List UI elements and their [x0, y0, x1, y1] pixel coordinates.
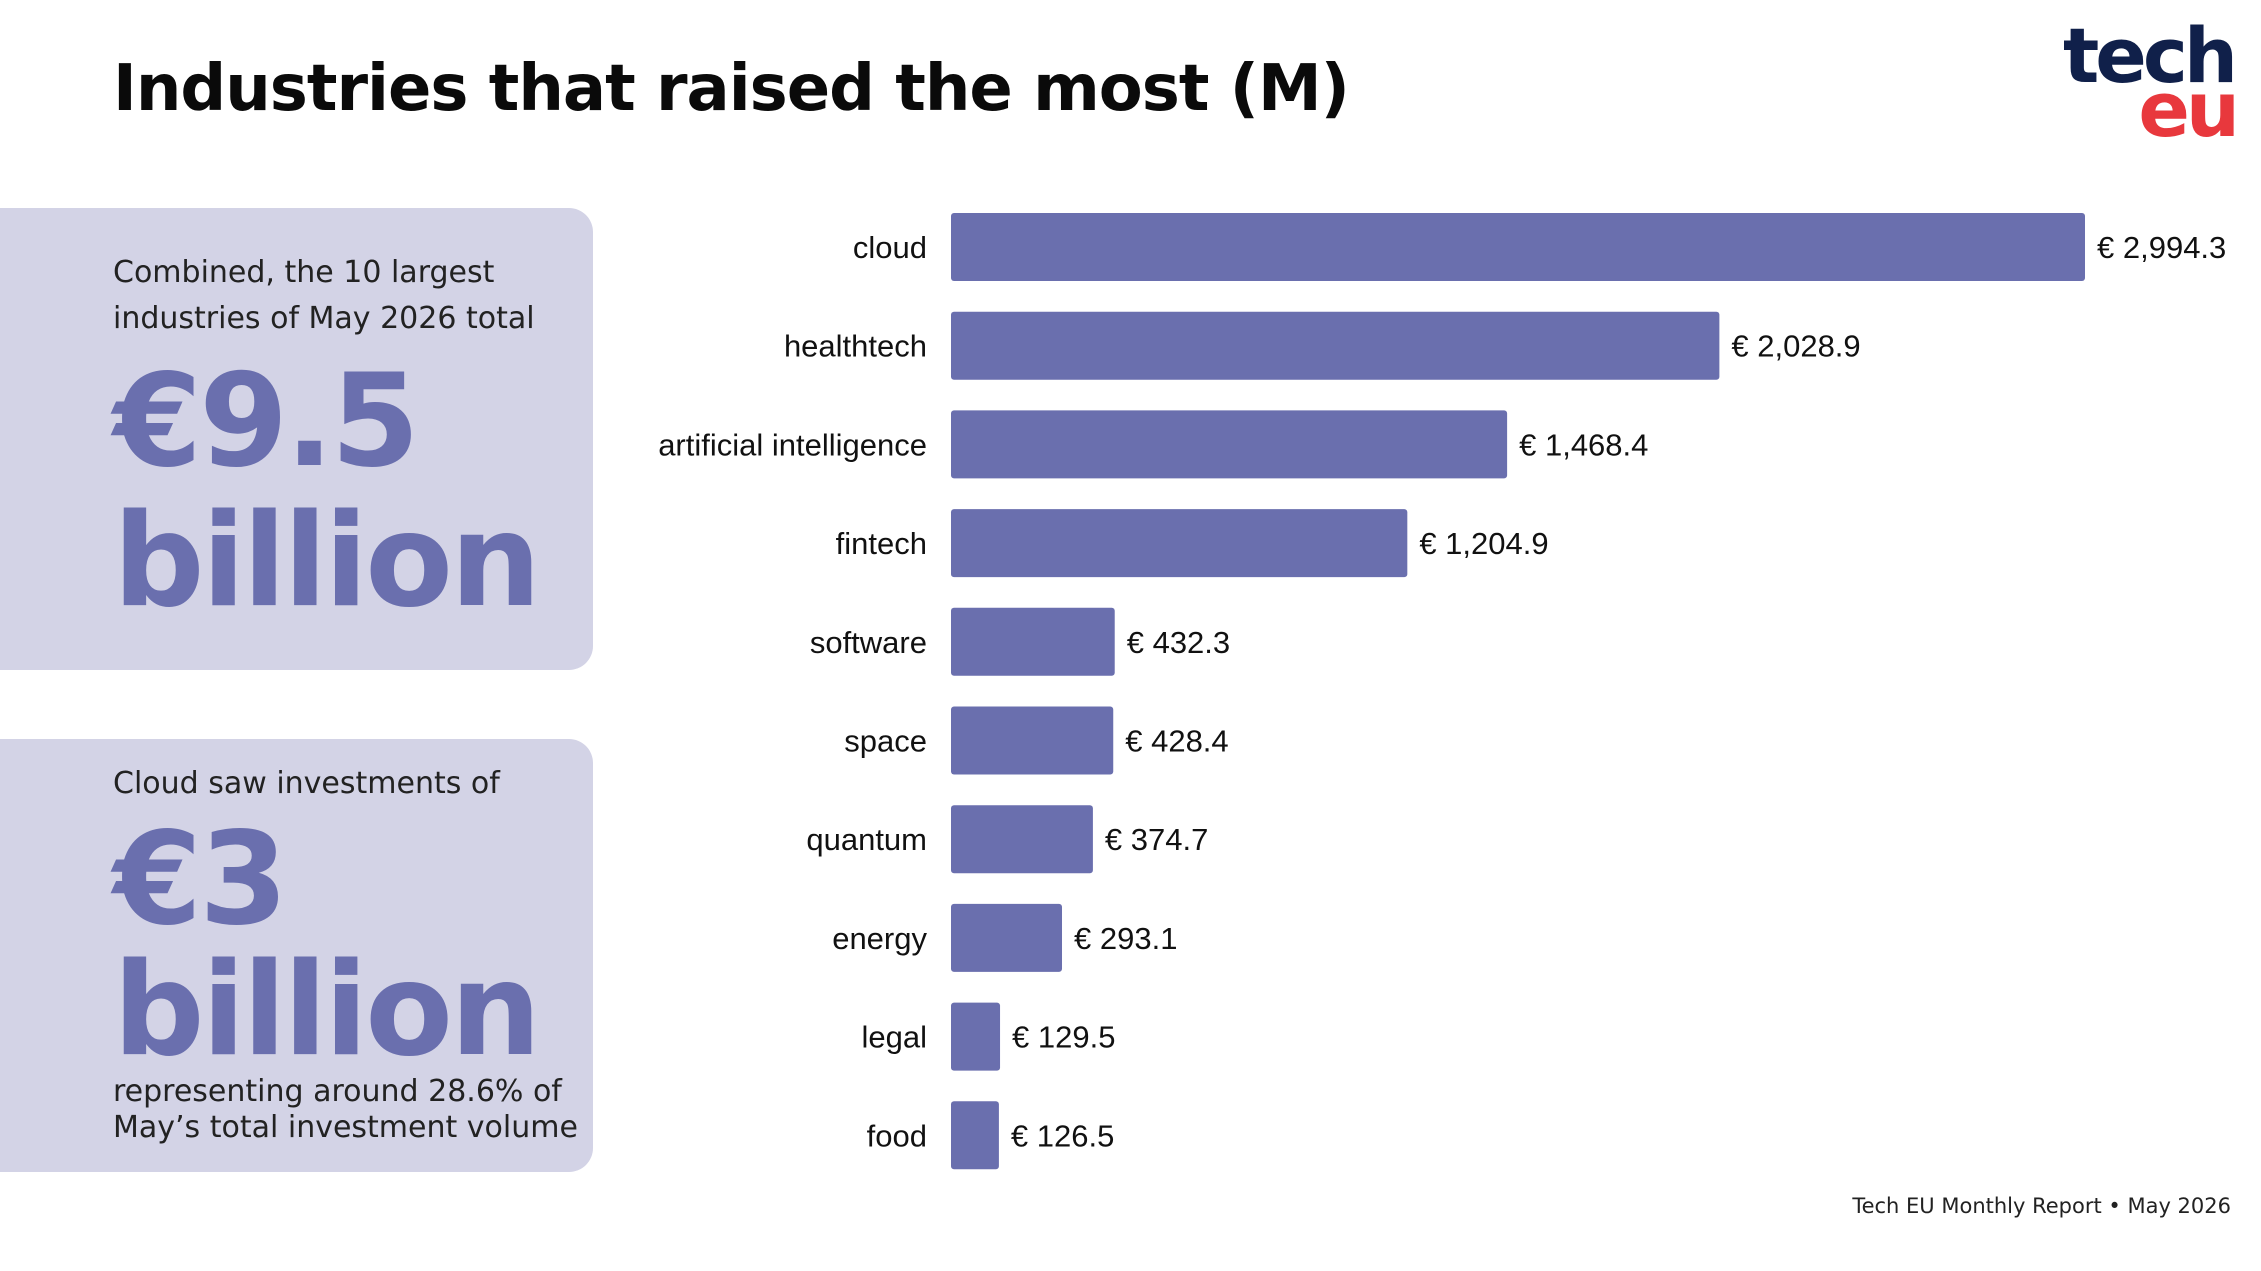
category-label-fintech: fintech: [836, 526, 927, 561]
bar-quantum: [951, 805, 1093, 874]
value-label-artificial-intelligence: € 1,468.4: [1519, 427, 1648, 462]
tech-eu-logo: tech eu: [2063, 18, 2240, 148]
bar-software: [951, 607, 1115, 676]
category-label-food: food: [867, 1118, 927, 1153]
logo-word-tech: tech: [2062, 11, 2238, 100]
cloud-investment-panel: Cloud saw investments of €3 billion repr…: [0, 739, 593, 1172]
combined-total-panel: Combined, the 10 largest industries of M…: [0, 208, 593, 670]
combined-total-unit: billion: [113, 487, 541, 636]
value-label-quantum: € 374.7: [1105, 822, 1208, 857]
cloud-investment-share-text: representing around 28.6% of May’s total…: [113, 1074, 578, 1145]
bar-healthtech: [951, 311, 1720, 380]
cloud-investment-unit: billion: [113, 936, 541, 1085]
combined-total-amount: €9.5: [113, 347, 420, 496]
category-label-energy: energy: [832, 921, 927, 956]
bar-legal: [951, 1002, 1001, 1071]
value-label-software: € 432.3: [1127, 625, 1230, 660]
value-label-cloud: € 2,994.3: [2097, 230, 2226, 265]
value-label-legal: € 129.5: [1012, 1020, 1115, 1055]
bar-artificial-intelligence: [951, 410, 1508, 479]
bar-fintech: [951, 509, 1408, 578]
logo-word-eu: eu: [2138, 65, 2240, 154]
page-title: Industries that raised the most (M): [113, 52, 1350, 126]
value-label-food: € 126.5: [1011, 1118, 1114, 1153]
cloud-investment-intro: Cloud saw investments of: [113, 766, 500, 801]
bar-cloud: [951, 213, 2085, 281]
category-label-healthtech: healthtech: [784, 329, 927, 364]
category-label-quantum: quantum: [806, 822, 927, 857]
value-label-space: € 428.4: [1125, 724, 1228, 759]
combined-total-intro: Combined, the 10 largest industries of M…: [113, 255, 535, 336]
category-label-software: software: [810, 625, 927, 660]
bar-space: [951, 706, 1114, 775]
value-label-energy: € 293.1: [1074, 921, 1177, 956]
value-label-healthtech: € 2,028.9: [1731, 329, 1860, 364]
category-label-space: space: [844, 724, 927, 759]
category-label-cloud: cloud: [853, 230, 927, 265]
report-footer: Tech EU Monthly Report • May 2026: [1852, 1194, 2231, 1218]
value-label-fintech: € 1,204.9: [1419, 526, 1548, 561]
category-label-legal: legal: [862, 1020, 928, 1055]
cloud-investment-amount: €3: [113, 805, 288, 954]
bar-food: [951, 1101, 999, 1170]
category-label-artificial-intelligence: artificial intelligence: [658, 427, 927, 462]
bar-energy: [951, 903, 1063, 972]
